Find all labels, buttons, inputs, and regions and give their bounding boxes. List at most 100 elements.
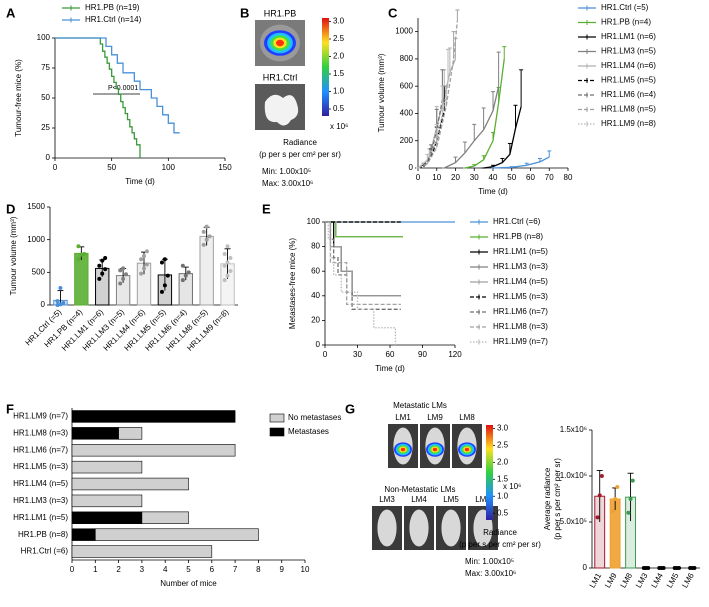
- colorbar-tick-label: 2.5: [333, 34, 345, 43]
- legend-label: HR1.PB (n=19): [85, 3, 140, 12]
- legend-label: HR1.LM3 (n=3): [493, 262, 548, 271]
- legend-label: No metastases: [288, 413, 341, 422]
- data-point: [204, 224, 209, 229]
- x-tick-label: 40: [489, 173, 498, 182]
- panel-label: A: [6, 5, 16, 20]
- legend-label: HR1.LM8 (n=3): [493, 322, 548, 331]
- panel-label: G: [345, 401, 355, 416]
- x-tick-label: LM3: [634, 571, 650, 589]
- x-tick-label: 30: [353, 350, 362, 359]
- data-point: [144, 262, 149, 267]
- bar-segment: [71, 477, 189, 491]
- image-label: LM9: [427, 413, 443, 422]
- x-tick-label: 2: [116, 565, 121, 574]
- data-point: [610, 508, 615, 513]
- colorbar: [486, 425, 493, 520]
- colorbar-title: Radiance: [283, 138, 317, 147]
- legend-label: HR1.PB (n=4): [601, 18, 651, 27]
- y-tick-label: HR1.LM1 (n=5): [13, 513, 68, 522]
- data-point: [55, 299, 60, 304]
- y-axis-title: Metastases-free mice (%): [288, 238, 297, 329]
- image-title: HR1.PB: [264, 8, 297, 18]
- image-label: LM6: [475, 495, 491, 504]
- data-point: [100, 271, 105, 276]
- data-point: [630, 478, 635, 483]
- bar-segment: [71, 545, 213, 558]
- x-tick-label: 1: [93, 565, 98, 574]
- data-point: [165, 273, 170, 278]
- y-tick-label: 60: [311, 266, 320, 275]
- y-tick-label: HR1.LM3 (n=3): [13, 496, 68, 505]
- x-tick-label: 0: [416, 173, 421, 182]
- data-point: [225, 244, 230, 249]
- x-tick-label: 20: [451, 173, 460, 182]
- y-axis-title: Tumour-free mice (%): [14, 59, 23, 137]
- data-point: [61, 301, 66, 306]
- colorbar: [322, 18, 329, 116]
- y-tick-label: 1500: [27, 202, 45, 211]
- y-axis-title: Average radiance: [543, 467, 552, 530]
- y-tick-label: 800: [400, 54, 414, 63]
- series-line: [417, 110, 445, 169]
- x-tick-label: 50: [107, 163, 116, 172]
- data-point: [118, 281, 123, 286]
- colorbar-tick-label: 3.0: [333, 17, 345, 26]
- data-point: [103, 267, 108, 272]
- x-tick-label: 5: [186, 565, 191, 574]
- colorbar-min: Min: 1.00x10⁵: [465, 557, 514, 566]
- legend-label: HR1.LM5 (n=3): [493, 292, 548, 301]
- x-tick-label: 150: [218, 163, 232, 172]
- image-label: LM5: [443, 495, 459, 504]
- data-point: [595, 515, 600, 520]
- signal: [432, 447, 438, 452]
- survival-curve: [55, 37, 180, 134]
- bar-segment: [71, 427, 119, 440]
- legend-label: HR1.LM5 (n=5): [601, 76, 656, 85]
- x-tick-label: 50: [507, 173, 516, 182]
- data-point: [186, 270, 191, 275]
- data-point: [144, 249, 149, 254]
- y-tick-label: 25: [41, 123, 50, 132]
- x-tick-label: 7: [233, 565, 238, 574]
- data-point: [97, 263, 102, 268]
- panel-label: C: [388, 5, 398, 20]
- y-tick-label: 0: [316, 340, 321, 349]
- data-point: [222, 252, 227, 257]
- data-point: [228, 269, 233, 274]
- data-point: [118, 268, 123, 273]
- data-point: [139, 271, 144, 276]
- x-tick-label: 3: [140, 565, 145, 574]
- data-point: [225, 260, 230, 265]
- x-tick-label: 80: [564, 173, 573, 182]
- x-tick-label: 10: [301, 565, 310, 574]
- y-tick-label: 600: [400, 81, 414, 90]
- legend-label: HR1.Ctrl (=6): [493, 217, 541, 226]
- legend-swatch: [269, 427, 285, 437]
- data-point: [162, 257, 167, 262]
- colorbar-tick-label: 0.5: [497, 508, 509, 517]
- data-point: [599, 474, 604, 478]
- y-tick-label: 1.0x10⁶: [560, 471, 587, 480]
- image-label: LM4: [411, 495, 427, 504]
- colorbar-title: Radiance: [483, 528, 517, 537]
- data-point: [103, 255, 108, 260]
- image-label: LM1: [395, 413, 411, 422]
- data-point: [613, 497, 618, 501]
- y-tick-label: 20: [311, 316, 320, 325]
- y-tick-label: HR1.LM6 (n=7): [13, 445, 68, 454]
- y-tick-label: 40: [311, 291, 320, 300]
- data-point: [204, 237, 209, 242]
- colorbar-tick-label: 1.0: [497, 491, 509, 500]
- bar-segment: [71, 494, 143, 508]
- colorbar-tick-label: 1.5: [333, 69, 345, 78]
- series-line: [464, 58, 505, 169]
- data-point: [97, 276, 102, 281]
- survival-curve: [325, 221, 403, 238]
- bar-segment: [71, 444, 236, 457]
- colorbar-unit: (p per s per cm² per sr): [459, 540, 541, 549]
- x-tick-label: 60: [386, 350, 395, 359]
- bar-segment: [71, 410, 236, 423]
- data-point: [76, 244, 81, 249]
- y-tick-label: 100: [37, 33, 51, 42]
